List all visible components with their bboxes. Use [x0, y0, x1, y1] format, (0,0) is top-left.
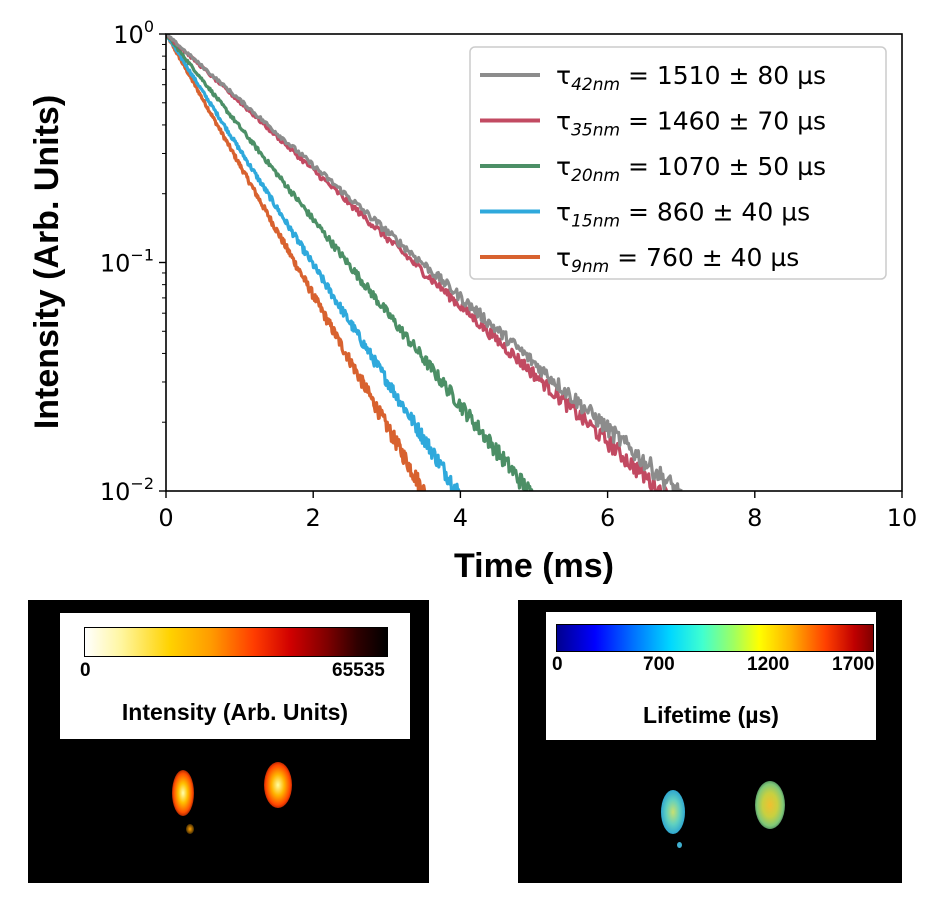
x-tick-label: 10 — [887, 504, 918, 532]
legend-label-9nm: τ9nm = 760 ± 40 µs — [556, 243, 799, 277]
lifetime-colorbar-tick-1: 700 — [643, 654, 675, 675]
intensity-colorbar — [84, 627, 388, 657]
x-tick-label: 2 — [306, 504, 321, 532]
series-line-42nm — [166, 34, 683, 491]
intensity-colorbar-title: Intensity (Arb. Units) — [121, 699, 349, 725]
series-line-9nm — [166, 34, 428, 491]
intensity-colorbar-min: 0 — [80, 660, 91, 681]
lifetime-spot-right — [755, 781, 785, 829]
series-line-20nm — [166, 34, 534, 491]
x-tick-label: 4 — [453, 504, 468, 532]
lifetime-colorbar-tick-0: 0 — [552, 654, 563, 675]
lifetime-spot-left — [661, 790, 685, 834]
lifetime-image-panel: 0 700 1200 1700 Lifetime (µs) — [518, 600, 902, 883]
legend-label-20nm: τ20nm = 1070 ± 50 µs — [556, 152, 826, 186]
y-tick-label: 100 — [113, 17, 154, 49]
lifetime-colorbar-box: 0 700 1200 1700 Lifetime (µs) — [546, 612, 876, 740]
intensity-spot-left — [172, 770, 194, 816]
y-tick-label: 10−2 — [100, 474, 154, 506]
lifetime-colorbar-tick-3: 1700 — [832, 654, 875, 675]
intensity-spot-right — [264, 762, 292, 808]
intensity-colorbar-max: 65535 — [332, 660, 385, 681]
y-axis: 100 10−1 10−2 — [100, 17, 166, 506]
intensity-image-panel: 0 65535 Intensity (Arb. Units) — [28, 600, 429, 883]
lifetime-colorbar-tick-2: 1200 — [747, 654, 790, 675]
legend-label-15nm: τ15nm = 860 ± 40 µs — [556, 198, 810, 232]
x-axis-label: Time (ms) — [454, 547, 614, 585]
x-tick-label: 6 — [600, 504, 615, 532]
legend-frame — [469, 46, 887, 280]
lifetime-spot-left-tail — [677, 842, 682, 848]
intensity-spot-left-tail — [186, 824, 194, 834]
legend-label-42nm: τ42nm = 1510 ± 80 µs — [556, 61, 826, 95]
intensity-colorbar-box: 0 65535 Intensity (Arb. Units) — [60, 613, 410, 739]
legend: τ42nm = 1510 ± 80 µs τ35nm = 1460 ± 70 µs… — [469, 46, 887, 280]
x-tick-label: 0 — [158, 504, 173, 532]
x-axis: 0 2 4 6 8 10 — [158, 491, 917, 532]
y-tick-label: 10−1 — [100, 246, 154, 278]
y-axis-label: Intensity (Arb. Units) — [28, 95, 66, 429]
x-tick-label: 8 — [747, 504, 762, 532]
series-line-15nm — [166, 34, 462, 491]
lifetime-colorbar-title: Lifetime (µs) — [643, 702, 779, 728]
lifetime-colorbar — [556, 624, 874, 652]
data-curves — [166, 34, 683, 491]
legend-label-35nm: τ35nm = 1460 ± 70 µs — [556, 107, 826, 141]
